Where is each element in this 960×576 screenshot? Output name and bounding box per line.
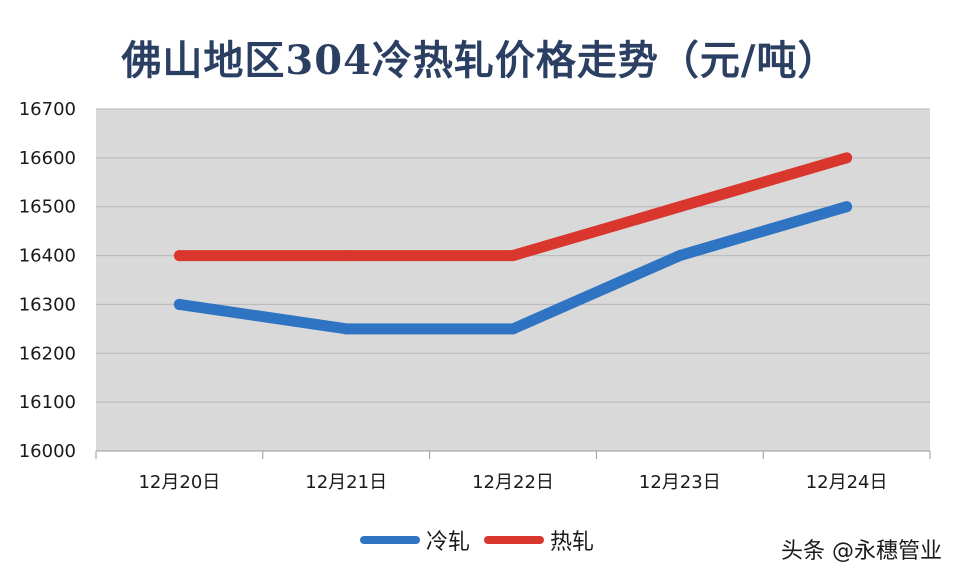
watermark: 头条 @永穗管业 xyxy=(781,539,942,564)
x-tick-label: 12月20日 xyxy=(138,472,220,493)
legend: 冷轧 热轧 xyxy=(360,525,594,555)
y-tick-label: 16000 xyxy=(19,441,76,462)
y-tick-label: 16300 xyxy=(19,294,76,315)
legend-item-hot-rolled: 热轧 xyxy=(484,524,594,556)
y-tick-label: 16700 xyxy=(19,99,76,120)
data-point xyxy=(841,201,853,213)
chart-title: 佛山地区304冷热轧价格走势（元/吨） xyxy=(121,37,839,84)
x-tick-label: 12月21日 xyxy=(305,472,387,493)
x-tick-label: 12月22日 xyxy=(472,472,554,493)
data-point xyxy=(173,250,185,262)
y-tick-label: 16100 xyxy=(19,392,76,413)
legend-swatch-hot-rolled xyxy=(484,536,545,544)
x-axis-ticks: 12月20日 12月21日 12月22日 12月23日 12月24日 xyxy=(95,450,931,493)
plot-background xyxy=(96,109,930,451)
legend-item-cold-rolled: 冷轧 xyxy=(360,524,470,556)
legend-label-hot-rolled: 热轧 xyxy=(550,530,595,555)
y-tick-label: 16400 xyxy=(19,246,76,267)
data-point xyxy=(674,250,686,262)
data-point xyxy=(674,201,686,213)
legend-swatch-cold-rolled xyxy=(360,536,420,544)
data-point xyxy=(507,323,519,335)
y-tick-label: 16600 xyxy=(19,148,76,169)
y-tick-label: 16500 xyxy=(19,197,76,218)
data-point xyxy=(507,250,519,262)
y-axis-ticks: 16000 16100 16200 16300 16400 16500 16600 16700 xyxy=(19,99,76,462)
y-tick-label: 16200 xyxy=(19,343,76,364)
data-point xyxy=(841,152,853,164)
x-tick-label: 12月24日 xyxy=(806,472,888,493)
legend-label-cold-rolled: 冷轧 xyxy=(426,530,471,555)
x-tick-label: 12月23日 xyxy=(639,472,721,493)
series-lines xyxy=(173,152,853,335)
data-point xyxy=(340,250,352,262)
data-point xyxy=(173,298,185,310)
data-point xyxy=(340,323,352,335)
